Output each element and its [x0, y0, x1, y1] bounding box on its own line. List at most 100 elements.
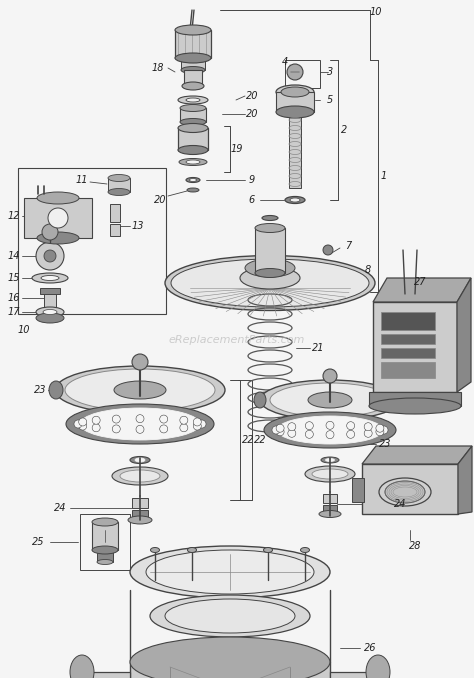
Circle shape — [74, 420, 82, 428]
Circle shape — [42, 224, 58, 240]
Ellipse shape — [135, 458, 145, 462]
Bar — [40, 288, 60, 294]
Circle shape — [79, 418, 87, 426]
Ellipse shape — [305, 466, 355, 482]
Circle shape — [198, 420, 206, 428]
Text: 23: 23 — [379, 439, 391, 449]
Text: 28: 28 — [409, 541, 421, 551]
Ellipse shape — [301, 548, 310, 553]
Ellipse shape — [178, 96, 208, 104]
Ellipse shape — [369, 398, 461, 414]
Ellipse shape — [379, 478, 431, 506]
Ellipse shape — [112, 467, 168, 485]
Text: 10: 10 — [18, 325, 30, 335]
Circle shape — [376, 428, 384, 436]
Ellipse shape — [179, 159, 207, 165]
Ellipse shape — [150, 595, 310, 637]
Text: 5: 5 — [327, 95, 333, 105]
Circle shape — [346, 431, 355, 438]
Bar — [181, 58, 205, 70]
Ellipse shape — [285, 197, 305, 203]
Circle shape — [272, 426, 280, 434]
Polygon shape — [458, 446, 472, 514]
Ellipse shape — [308, 392, 352, 408]
Circle shape — [288, 429, 296, 437]
Ellipse shape — [36, 307, 64, 317]
Ellipse shape — [180, 104, 206, 111]
Text: 21: 21 — [312, 343, 324, 353]
Ellipse shape — [178, 123, 208, 132]
Circle shape — [326, 431, 334, 439]
Ellipse shape — [41, 275, 59, 281]
Ellipse shape — [276, 106, 314, 118]
Text: 26: 26 — [364, 643, 376, 653]
Circle shape — [112, 415, 120, 423]
Circle shape — [136, 415, 144, 422]
Circle shape — [180, 416, 188, 424]
Text: 22: 22 — [254, 435, 266, 445]
Ellipse shape — [321, 457, 339, 463]
Circle shape — [276, 428, 284, 436]
Bar — [289, 116, 301, 188]
Ellipse shape — [255, 268, 285, 277]
Ellipse shape — [366, 655, 390, 678]
Ellipse shape — [181, 66, 205, 73]
Ellipse shape — [312, 469, 348, 479]
Ellipse shape — [262, 216, 278, 220]
Text: 15: 15 — [8, 273, 20, 283]
Circle shape — [92, 424, 100, 432]
Circle shape — [44, 250, 56, 262]
Circle shape — [305, 431, 313, 438]
Circle shape — [326, 421, 334, 429]
Circle shape — [288, 422, 296, 431]
Bar — [323, 494, 337, 503]
Circle shape — [364, 429, 372, 437]
Circle shape — [323, 369, 337, 383]
Ellipse shape — [175, 25, 211, 35]
Bar — [97, 550, 113, 562]
Ellipse shape — [130, 637, 330, 678]
Ellipse shape — [120, 470, 160, 482]
Ellipse shape — [65, 369, 215, 411]
Text: 13: 13 — [132, 221, 144, 231]
Ellipse shape — [180, 119, 206, 125]
Circle shape — [160, 415, 168, 423]
Bar — [175, 30, 211, 58]
Ellipse shape — [178, 146, 208, 155]
Ellipse shape — [114, 381, 166, 399]
Text: 24: 24 — [54, 503, 66, 513]
Circle shape — [180, 424, 188, 432]
Ellipse shape — [255, 224, 285, 233]
Ellipse shape — [186, 178, 200, 182]
Circle shape — [112, 425, 120, 433]
Ellipse shape — [66, 404, 214, 444]
Text: 14: 14 — [8, 251, 20, 261]
Bar — [381, 312, 435, 330]
Ellipse shape — [49, 381, 63, 399]
Ellipse shape — [281, 87, 309, 97]
Text: 9: 9 — [249, 175, 255, 185]
Text: 16: 16 — [8, 293, 20, 303]
Text: 8: 8 — [365, 265, 371, 275]
Text: 4: 4 — [282, 57, 288, 67]
Bar — [44, 290, 56, 308]
Ellipse shape — [188, 548, 197, 553]
Bar — [132, 498, 148, 508]
Ellipse shape — [97, 559, 113, 565]
Bar — [373, 302, 457, 392]
Text: 7: 7 — [345, 241, 351, 251]
Bar — [276, 92, 314, 112]
Ellipse shape — [128, 516, 152, 524]
Ellipse shape — [165, 599, 295, 633]
Bar — [381, 348, 435, 358]
Circle shape — [48, 208, 68, 228]
Bar — [369, 392, 461, 406]
Bar — [330, 672, 378, 678]
Circle shape — [193, 422, 201, 430]
Bar — [110, 204, 120, 222]
Bar — [178, 128, 208, 150]
Ellipse shape — [254, 392, 266, 408]
Ellipse shape — [55, 366, 225, 414]
Text: 20: 20 — [246, 91, 258, 101]
Ellipse shape — [326, 458, 335, 462]
